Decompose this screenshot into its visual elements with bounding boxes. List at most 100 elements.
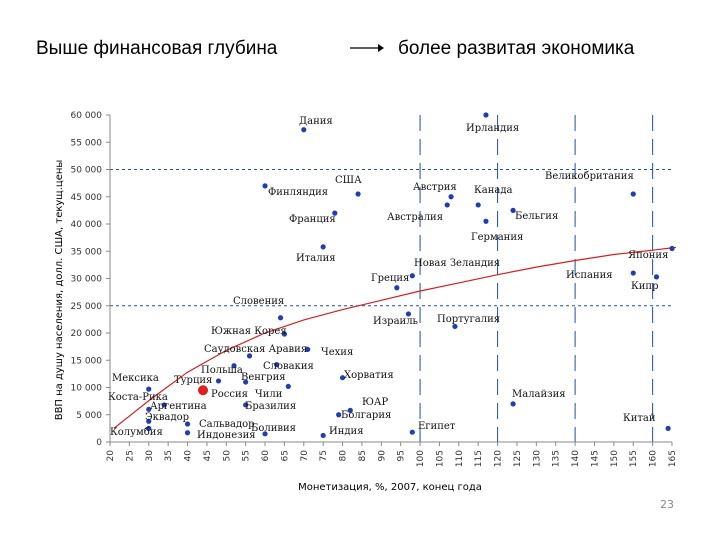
country-label: Финляндия — [268, 187, 328, 198]
country-label: Мексика — [112, 373, 159, 384]
chart-title-right: более развитая экономика — [398, 38, 635, 59]
data-point — [355, 191, 361, 197]
x-tick-label: 100 — [416, 450, 426, 467]
data-point — [231, 363, 237, 369]
x-tick-label: 135 — [552, 450, 562, 467]
x-tick-label: 70 — [300, 450, 310, 462]
y-tick-label: 40 000 — [71, 220, 103, 230]
reference-lines — [110, 115, 672, 442]
x-tick-label: 120 — [494, 450, 504, 467]
country-label: США — [335, 175, 362, 186]
axes: 0 5 000 10 000 15 000 20 000 25 000 30 000 35 0… — [71, 111, 679, 467]
point-labels: Дания Ирландия Великобритания США Австрия Кан… — [108, 116, 668, 441]
country-label: Австралия — [387, 212, 443, 223]
data-point — [665, 425, 671, 431]
x-tick-label: 95 — [397, 450, 407, 461]
data-point — [510, 401, 516, 407]
country-label: Франция — [289, 214, 336, 225]
data-point — [146, 406, 152, 412]
x-tick-label: 155 — [629, 450, 639, 467]
data-point — [452, 323, 458, 330]
page-number: 23 — [660, 498, 674, 511]
x-tick-label: 110 — [455, 450, 465, 467]
data-point — [669, 245, 675, 252]
data-point — [285, 383, 291, 390]
data-point — [444, 202, 450, 208]
x-tick-label: 160 — [649, 450, 659, 467]
country-label: Канада — [474, 185, 512, 196]
country-label: Италия — [296, 253, 336, 264]
x-tick-label: 45 — [203, 450, 213, 461]
country-label: Чили — [255, 389, 283, 400]
country-label: Аргентина — [150, 401, 207, 412]
right-arrow-icon — [350, 44, 384, 52]
country-label: Австрия — [413, 182, 457, 193]
data-point — [448, 194, 454, 200]
x-tick-label: 25 — [125, 450, 135, 461]
y-tick-label: 55 000 — [71, 138, 103, 148]
x-tick-label: 30 — [145, 450, 155, 462]
chart-title-left: Выше финансовая глубина — [36, 38, 278, 59]
x-tick-label: 20 — [106, 450, 116, 462]
data-point — [246, 353, 253, 359]
data-point — [336, 412, 342, 418]
country-label: Россия — [211, 389, 248, 400]
x-tick-label: 90 — [377, 450, 387, 462]
y-tick-label: 20 000 — [71, 329, 103, 339]
x-tick-label: 105 — [435, 450, 445, 467]
y-tick-label: 30 000 — [71, 275, 103, 285]
x-axis-label: Монетизация, %, 2007, конец года — [298, 482, 482, 493]
data-point — [630, 270, 636, 276]
y-tick-label: 10 000 — [71, 384, 103, 394]
data-point — [483, 218, 489, 224]
country-label: ЮАР — [362, 397, 389, 408]
country-label: Малайзия — [512, 389, 566, 400]
data-point — [653, 274, 660, 280]
x-tick-label: 75 — [319, 450, 329, 461]
country-label: Словакия — [263, 361, 314, 372]
data-point — [277, 315, 284, 321]
data-point — [262, 183, 268, 189]
x-tick-label: 50 — [222, 450, 232, 462]
y-tick-label: 15 000 — [71, 356, 103, 366]
data-point — [320, 244, 326, 250]
x-tick-label: 40 — [184, 450, 194, 462]
country-label: Испания — [566, 270, 613, 281]
country-label: Египет — [418, 421, 456, 432]
country-label: Китай — [623, 413, 656, 424]
country-label: Турция — [174, 375, 212, 386]
y-tick-label: 25 000 — [71, 302, 103, 312]
data-point — [305, 346, 311, 352]
data-point — [301, 127, 307, 133]
data-point — [274, 362, 280, 368]
country-label: Португалия — [437, 314, 500, 325]
data-point — [184, 430, 191, 436]
data-point — [339, 375, 346, 381]
country-label: Бельгия — [515, 211, 558, 222]
data-point — [394, 285, 400, 291]
country-label: Дания — [299, 116, 333, 127]
data-point — [409, 429, 415, 435]
data-point — [215, 378, 222, 384]
country-label: Бразилия — [245, 401, 296, 412]
country-label: Колумбия — [110, 427, 163, 438]
country-label: Кипр — [631, 281, 658, 292]
x-tick-label: 35 — [164, 450, 174, 461]
y-tick-label: 5 000 — [76, 411, 102, 421]
data-point — [483, 112, 489, 118]
data-point — [405, 311, 412, 317]
data-point — [146, 386, 152, 392]
x-tick-label: 80 — [339, 450, 349, 462]
y-tick-label: 50 000 — [71, 166, 103, 176]
y-tick-label: 35 000 — [71, 247, 103, 257]
trend-line — [113, 246, 676, 429]
x-tick-label: 150 — [610, 450, 620, 467]
data-point — [475, 202, 481, 208]
x-tick-label: 165 — [668, 450, 678, 467]
country-label: Венгрия — [241, 372, 286, 383]
country-label: Польша — [201, 365, 243, 376]
highlight-point — [198, 385, 209, 396]
trend-curve — [113, 246, 676, 429]
country-label: Хорватия — [344, 370, 394, 381]
data-point — [184, 421, 191, 427]
